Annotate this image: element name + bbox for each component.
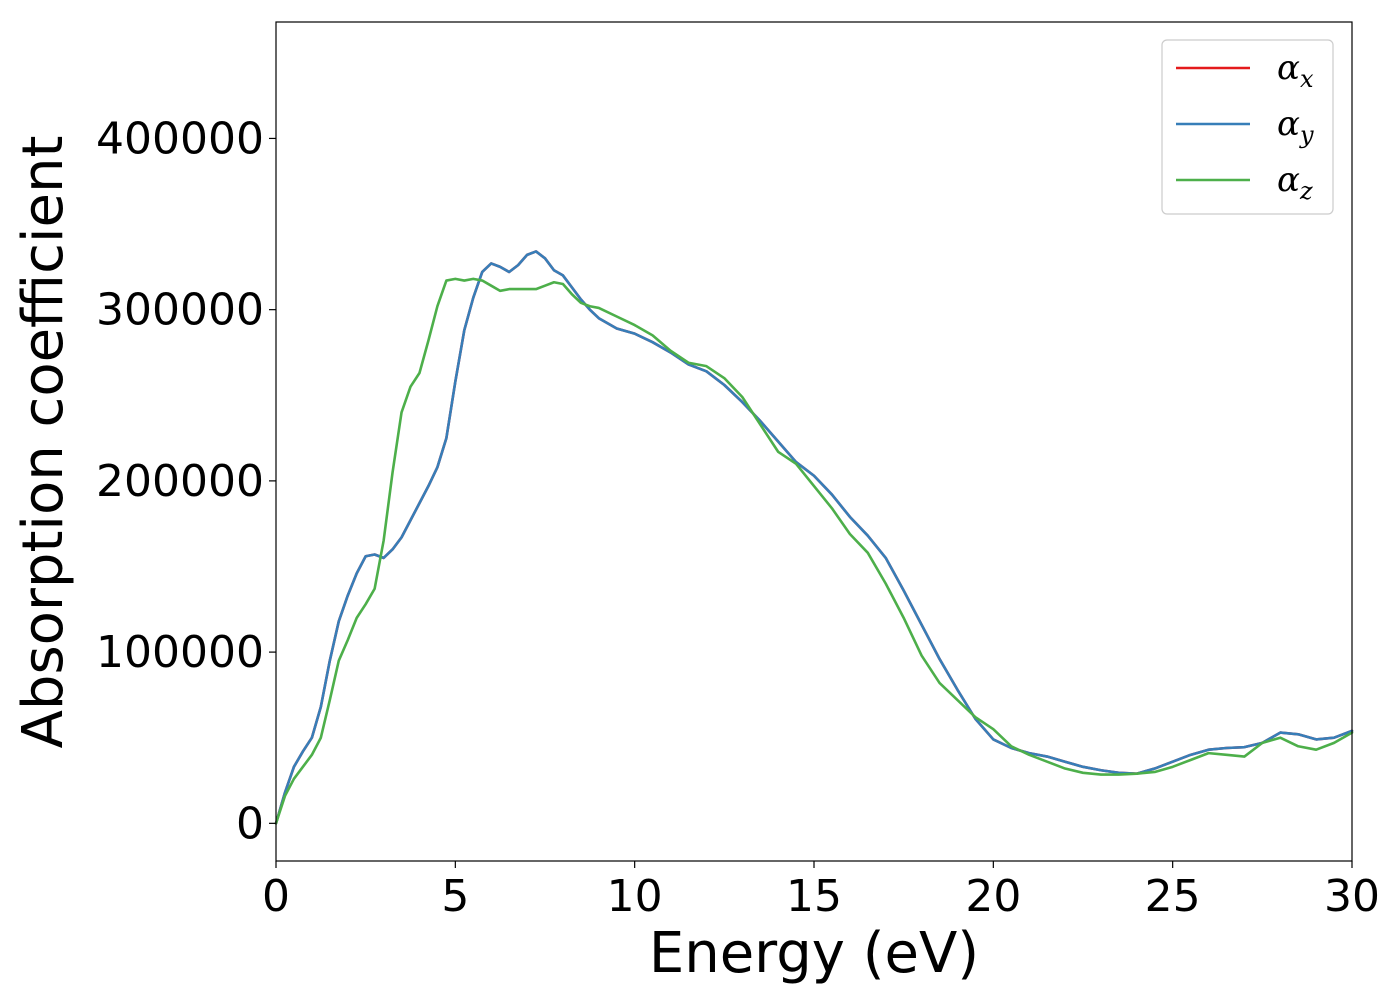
y-tick-label: 100000: [96, 627, 264, 678]
legend-label-y: αy: [1277, 104, 1314, 149]
series-line-z: [274, 277, 1354, 825]
legend: αx αy αz: [1161, 39, 1334, 215]
x-tick-label: 15: [786, 871, 842, 922]
legend-label-z: αz: [1277, 160, 1313, 205]
legend-label-x: αx: [1277, 48, 1314, 93]
y-axis-label: Absorption coefficient: [11, 136, 76, 749]
x-axis-label: Energy (eV): [649, 921, 979, 986]
legend-box: [1161, 39, 1334, 215]
y-axis-ticks: 0 100000 200000 300000 400000: [96, 113, 276, 849]
series-line-y: [274, 250, 1354, 825]
y-tick-label: 400000: [96, 113, 264, 164]
x-tick-label: 0: [262, 871, 290, 922]
x-tick-label: 30: [1324, 871, 1380, 922]
y-tick-label: 300000: [96, 285, 264, 336]
x-axis-ticks: 0 5 10 15 20 25 30: [262, 861, 1380, 922]
plot-frame: [275, 21, 1353, 862]
x-tick-label: 5: [441, 871, 469, 922]
y-tick-label: 0: [236, 798, 264, 849]
x-tick-label: 25: [1145, 871, 1201, 922]
y-tick-label: 200000: [96, 456, 264, 507]
series-layer: [274, 250, 1354, 825]
x-tick-label: 10: [607, 871, 663, 922]
legend-entries: αx αy αz: [1176, 48, 1314, 205]
x-tick-label: 20: [965, 871, 1021, 922]
